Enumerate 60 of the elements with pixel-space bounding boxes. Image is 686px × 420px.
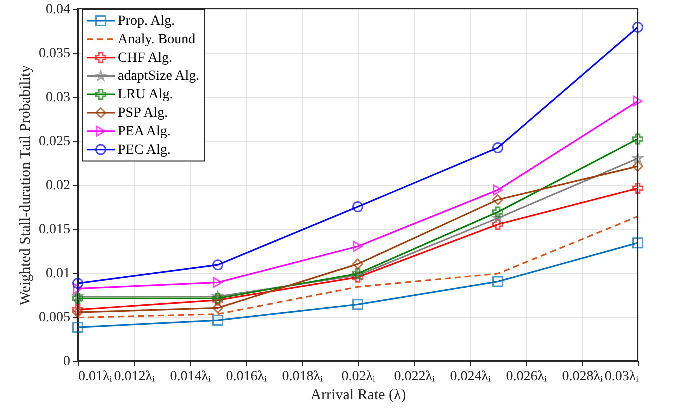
legend-label: Prop. Alg. bbox=[118, 14, 176, 29]
point bbox=[72, 293, 84, 304]
point bbox=[72, 291, 84, 302]
point bbox=[492, 206, 504, 218]
point bbox=[492, 194, 504, 206]
y-tick-label: 0.015 bbox=[39, 222, 70, 238]
point bbox=[352, 202, 364, 212]
legend-label: CHF Alg. bbox=[118, 50, 172, 66]
point bbox=[72, 322, 84, 334]
point bbox=[352, 258, 364, 270]
y-tick-label: 0.03 bbox=[46, 90, 70, 106]
legend-label: PEA Alg. bbox=[118, 124, 171, 140]
point bbox=[353, 241, 363, 252]
x-tick-label: 0.02λᵢ bbox=[342, 370, 376, 384]
y-tick-label: 0.025 bbox=[39, 134, 70, 150]
point bbox=[492, 219, 504, 230]
legend-label: adaptSize Alg. bbox=[118, 69, 200, 84]
y-tick-label: 0.005 bbox=[39, 310, 70, 326]
point bbox=[73, 283, 83, 294]
x-tick-label: 0.03λᵢ bbox=[604, 370, 640, 384]
point bbox=[632, 161, 644, 172]
y-tick-label: 0.02 bbox=[46, 178, 70, 194]
x-tick-label: 0.016λᵢ bbox=[226, 370, 268, 384]
x-axis-title: Arrival Rate (λ) bbox=[310, 388, 406, 404]
y-tick-label: 0.01 bbox=[46, 266, 70, 282]
point bbox=[72, 278, 84, 290]
point bbox=[352, 299, 364, 310]
point bbox=[632, 134, 644, 145]
y-tick-label: 0.035 bbox=[39, 46, 70, 62]
point bbox=[212, 260, 224, 271]
x-tick-label: 0.012λᵢ bbox=[114, 370, 156, 384]
legend-label: PEC Alg. bbox=[118, 142, 171, 158]
point bbox=[72, 307, 84, 318]
legend-label: PSP Alg. bbox=[118, 106, 168, 121]
x-tick-label: 0.014λᵢ bbox=[170, 370, 212, 384]
x-tick-label: 0.01λᵢ bbox=[78, 370, 113, 384]
point bbox=[632, 153, 644, 164]
point bbox=[212, 291, 224, 302]
x-tick-label: 0.022λᵢ bbox=[394, 370, 436, 384]
point bbox=[72, 304, 84, 316]
x-tick-label: 0.026λᵢ bbox=[506, 370, 548, 384]
point bbox=[493, 184, 503, 196]
x-tick-label: 0.018λᵢ bbox=[282, 370, 324, 384]
point bbox=[633, 96, 643, 107]
legend-label: Analy. Bound bbox=[118, 32, 196, 48]
x-tick-label: 0.024λᵢ bbox=[450, 370, 492, 384]
point bbox=[492, 142, 504, 154]
point bbox=[212, 302, 224, 314]
point bbox=[213, 277, 223, 288]
point bbox=[492, 276, 504, 288]
legend-label: LRU Alg. bbox=[118, 88, 174, 103]
y-tick-label: 0.04 bbox=[46, 2, 70, 18]
point bbox=[632, 238, 644, 249]
point bbox=[212, 315, 224, 326]
x-tick-label: 0.028λᵢ bbox=[562, 370, 604, 384]
y-tick-label: 0 bbox=[64, 354, 70, 370]
point bbox=[632, 22, 644, 33]
point bbox=[632, 183, 644, 194]
point bbox=[492, 212, 504, 224]
y-axis-title: Weighted Stall-duration Tail Probability bbox=[18, 64, 34, 306]
